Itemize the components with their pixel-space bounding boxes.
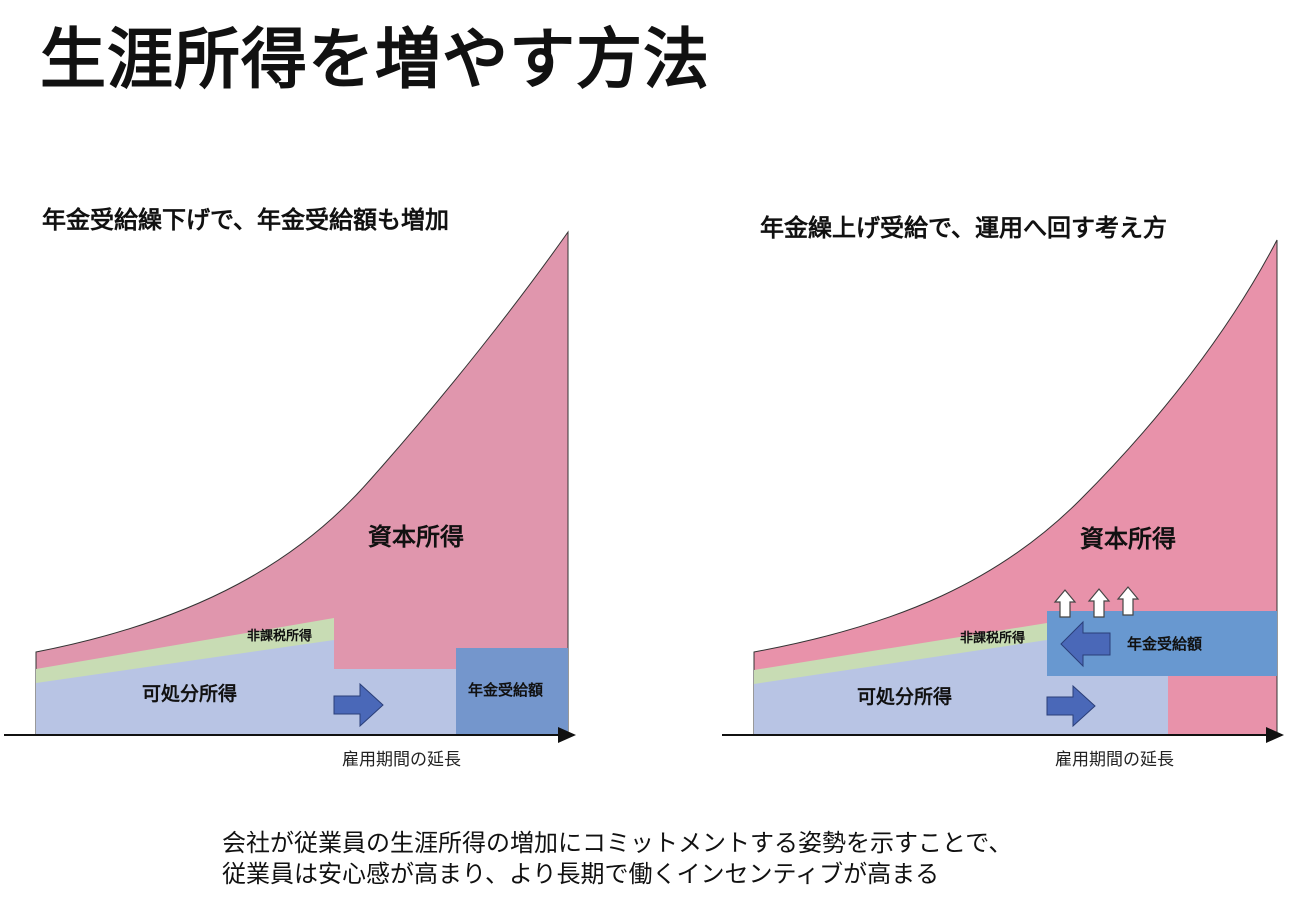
left-capital-income-area — [35, 230, 569, 736]
left-right-arrow-icon — [333, 682, 384, 728]
left-pension-block — [456, 648, 568, 735]
left-disposable-label: 可処分所得 — [142, 682, 237, 705]
right-diagram: 資本所得 非課税所得 可処分所得 年金受給額 雇用期間の延長 — [722, 239, 1284, 770]
up-arrow-icon-2 — [1087, 588, 1111, 618]
caption-line-2: 従業員は安心感が高まり、より長期で働くインセンティブが高まる — [222, 860, 940, 888]
up-arrow-icon-1 — [1053, 589, 1077, 618]
right-pension-label: 年金受給額 — [1127, 635, 1202, 653]
left-panel-title: 年金受給繰下げで、年金受給額も増加 — [42, 206, 450, 234]
page-title: 生涯所得を増やす方法 — [40, 21, 710, 98]
right-left-arrow-icon — [1060, 620, 1111, 668]
left-tax-free-label: 非課税所得 — [247, 628, 312, 644]
left-diagram: 資本所得 非課税所得 可処分所得 年金受給額 雇用期間の延長 — [4, 230, 576, 770]
right-panel-title: 年金繰上げ受給で、運用へ回す考え方 — [760, 214, 1168, 242]
up-arrow-icon-3 — [1116, 586, 1140, 616]
right-tax-free-label: 非課税所得 — [960, 630, 1025, 646]
right-axis-label: 雇用期間の延長 — [1055, 750, 1174, 770]
right-capital-income-label: 資本所得 — [1080, 525, 1176, 553]
caption-line-1: 会社が従業員の生涯所得の増加にコミットメントする姿勢を示すことで、 — [222, 829, 1013, 857]
left-pension-label: 年金受給額 — [468, 681, 543, 699]
right-right-arrow-icon — [1046, 684, 1096, 728]
caption: 会社が従業員の生涯所得の増加にコミットメントする姿勢を示すことで、 従業員は安心… — [222, 828, 1012, 890]
left-axis-label: 雇用期間の延長 — [342, 750, 461, 770]
left-capital-income-label: 資本所得 — [368, 523, 464, 551]
right-disposable-label: 可処分所得 — [857, 685, 952, 708]
